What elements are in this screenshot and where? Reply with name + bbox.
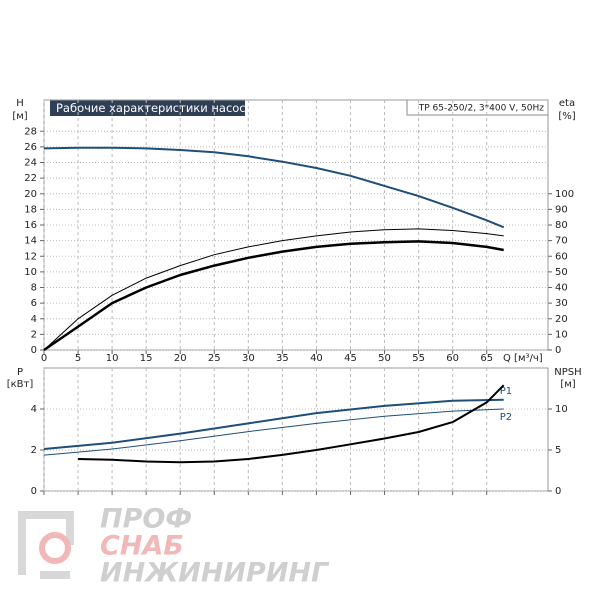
y2-tick-label: 10: [555, 404, 568, 415]
x-tick-label: 50: [378, 353, 391, 364]
x-tick-label: 25: [208, 353, 221, 364]
y-tick-label: 18: [24, 204, 37, 215]
watermark-text: СНАБ: [100, 531, 184, 562]
y-tick-label: 16: [24, 220, 37, 231]
series-line: [43, 408, 504, 456]
y2-tick-label: 30: [555, 298, 568, 309]
y-tick-label: 24: [24, 158, 37, 169]
y-tick-label: 2: [31, 445, 37, 456]
series-line: [43, 146, 505, 229]
x-tick-label: 20: [174, 353, 187, 364]
x-tick-label: 40: [310, 353, 323, 364]
watermark-text: ИНЖИНИРИНГ: [100, 558, 330, 589]
x-tick-label: 15: [140, 353, 153, 364]
chart-title: Рабочие характеристики насоса: [56, 101, 253, 115]
x-tick-label: 30: [242, 353, 255, 364]
y2-tick-label: 20: [555, 314, 568, 325]
logo-gear: [39, 532, 71, 564]
y-tick-label: 10: [24, 267, 37, 278]
watermark-logo: [18, 511, 74, 579]
x-label: Q [м³/ч]: [503, 353, 543, 364]
y2-tick-label: 40: [555, 283, 568, 294]
series-label: P1: [500, 386, 512, 397]
y2-unit: [%]: [558, 111, 575, 122]
y-tick-label: 0: [31, 486, 37, 497]
y-tick-label: 22: [24, 173, 37, 184]
x-tick-label: 35: [276, 353, 289, 364]
y2-tick-label: 0: [555, 345, 561, 356]
y-tick-label: 2: [31, 329, 37, 340]
x-tick-label: 10: [106, 353, 119, 364]
y-tick-label: 20: [24, 189, 37, 200]
y2-label: eta: [559, 98, 575, 109]
y2-unit: [м]: [560, 379, 575, 390]
watermark-text: ПРОФ: [100, 504, 192, 535]
y-label: P: [17, 367, 23, 378]
series-line: [43, 228, 504, 351]
x-tick-label: 65: [480, 353, 493, 364]
y-tick-label: 26: [24, 142, 37, 153]
y-unit: [кВт]: [7, 379, 34, 390]
x-tick-label: 60: [446, 353, 459, 364]
y2-tick-label: 60: [555, 251, 568, 262]
y2-tick-label: 70: [555, 236, 568, 247]
model-label: TP 65-250/2, 3*400 V, 50Hz: [418, 104, 545, 114]
x-tick-label: 55: [412, 353, 425, 364]
x-tick-label: 45: [344, 353, 357, 364]
y-tick-label: 4: [31, 314, 37, 325]
y2-tick-label: 0: [555, 486, 561, 497]
series-line: [78, 384, 505, 464]
y2-tick-label: 10: [555, 329, 568, 340]
series-line: [43, 240, 504, 352]
y-tick-label: 4: [31, 404, 37, 415]
y-tick-label: 8: [31, 283, 37, 294]
plot-frame: [43, 367, 549, 492]
series-line: [43, 398, 504, 450]
y-label: H: [16, 98, 24, 109]
x-tick-label: 5: [75, 353, 81, 364]
y-tick-label: 0: [31, 345, 37, 356]
y-tick-label: 28: [24, 126, 37, 137]
y-tick-label: 6: [31, 298, 37, 309]
y-tick-label: 14: [24, 236, 37, 247]
y2-tick-label: 100: [555, 189, 574, 200]
y-tick-label: 12: [24, 251, 37, 262]
plot-area: [40, 99, 552, 354]
title-box: [50, 100, 245, 116]
y2-tick-label: 90: [555, 204, 568, 215]
x-tick-label: 0: [41, 353, 47, 364]
y2-label: NPSH: [554, 367, 581, 378]
plot-area: [40, 367, 552, 495]
series-label: P2: [500, 412, 512, 423]
y-unit: [м]: [12, 111, 27, 122]
y2-tick-label: 5: [555, 445, 561, 456]
y2-tick-label: 80: [555, 220, 568, 231]
y2-tick-label: 50: [555, 267, 568, 278]
logo-shape: [18, 511, 74, 575]
